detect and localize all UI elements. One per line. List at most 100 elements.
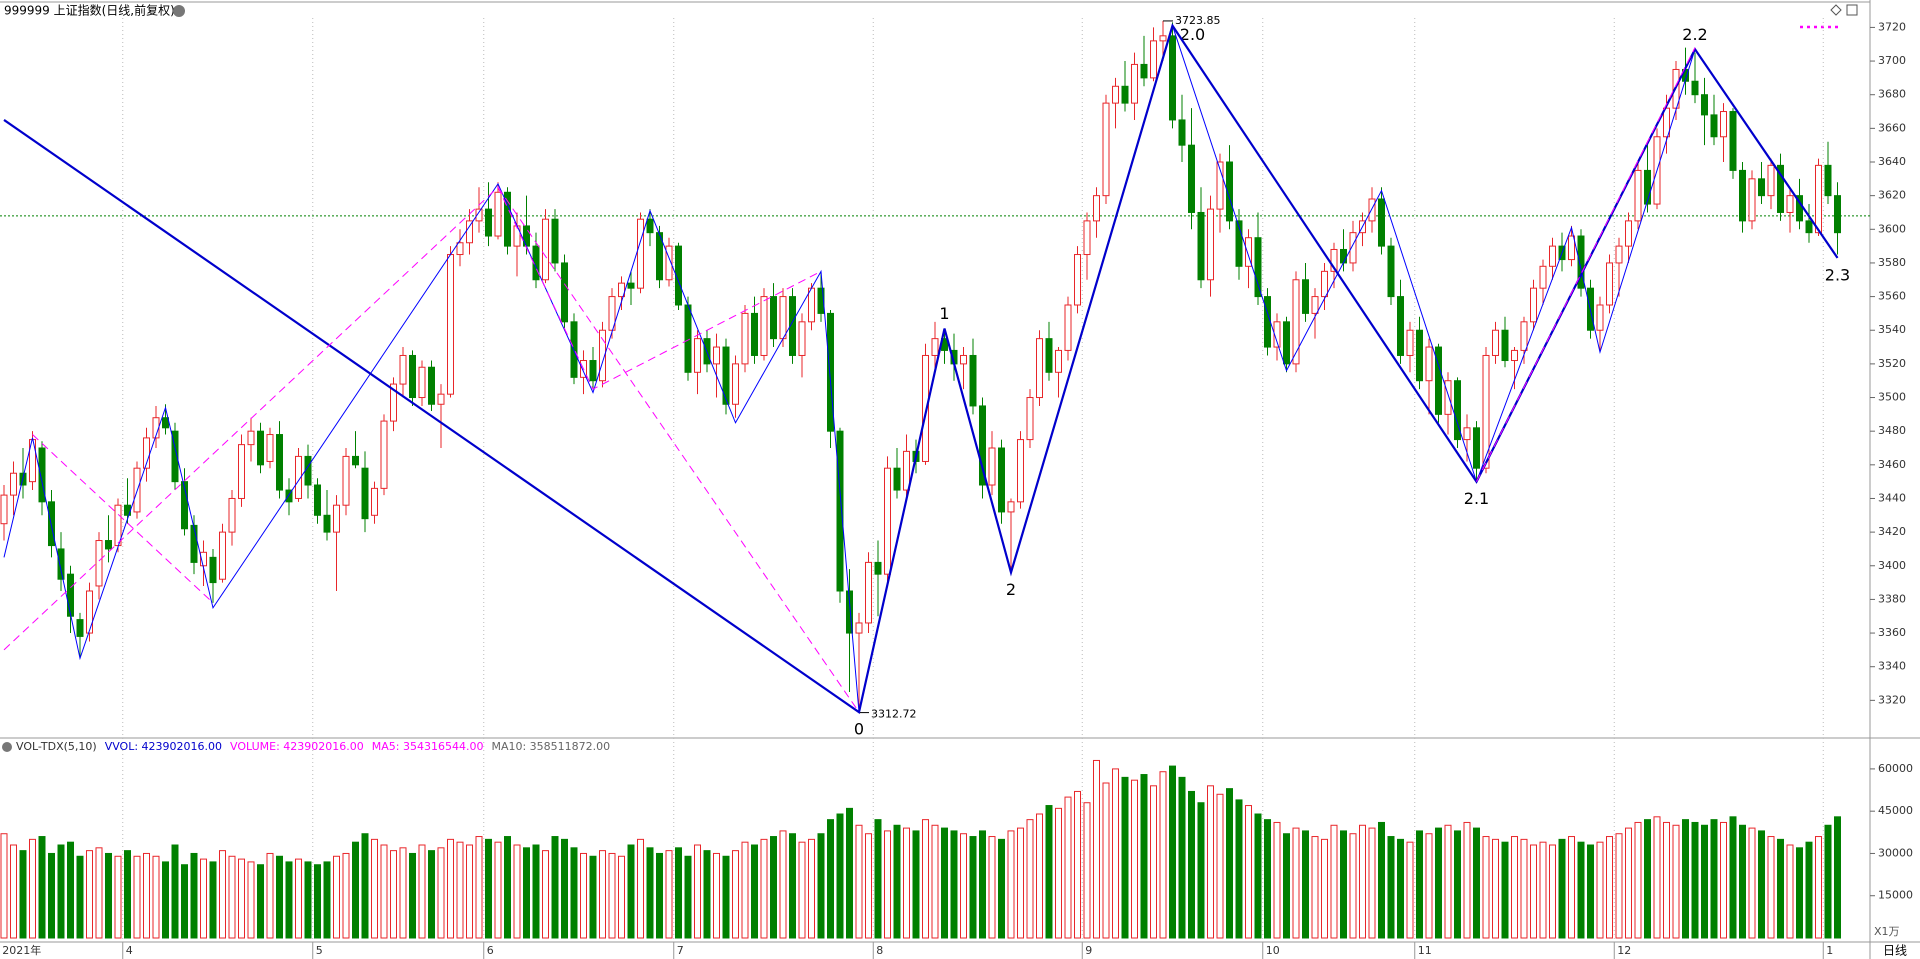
candle-body — [190, 524, 198, 563]
candle-body — [760, 296, 768, 356]
volume-bar — [1406, 841, 1414, 939]
candle-body — [1245, 237, 1252, 267]
candle-body — [1131, 63, 1138, 104]
volume-bar — [570, 847, 578, 939]
candle-body — [1159, 35, 1167, 42]
volume-bar — [314, 864, 321, 939]
volume-bar — [1672, 824, 1680, 939]
volume-bar — [409, 852, 416, 939]
volume-bar — [1378, 821, 1385, 939]
candle-body — [1520, 321, 1528, 351]
volume-bar — [1644, 819, 1651, 939]
candle-body — [447, 254, 454, 395]
volume-bar — [1701, 824, 1708, 939]
candle-body — [209, 556, 217, 584]
candle-body — [1283, 321, 1290, 365]
candle-body — [694, 338, 701, 373]
volume-bar — [1625, 827, 1632, 939]
candle-body — [38, 447, 46, 503]
volume-bar — [551, 836, 559, 939]
x-tick-label: 6 — [487, 944, 494, 957]
volume-bar — [1074, 790, 1081, 939]
candle-body — [1368, 198, 1376, 222]
volume-bar — [694, 844, 701, 939]
candle-body — [1511, 349, 1518, 362]
x-tick-label: 12 — [1617, 944, 1631, 957]
volume-bar — [1245, 805, 1252, 939]
volume-bar — [1102, 782, 1110, 939]
candle-body — [323, 514, 331, 533]
volume-bar — [713, 852, 720, 939]
candle-body — [257, 430, 264, 466]
candle-body — [1017, 439, 1024, 503]
x-tick-label: 10 — [1266, 944, 1280, 957]
volume-bar — [846, 807, 853, 939]
candle-body — [1482, 354, 1490, 469]
volume-bar — [1321, 838, 1328, 939]
candle-body — [504, 191, 511, 247]
volume-bar — [808, 838, 815, 939]
volume-bar — [29, 838, 36, 939]
volume-bar — [779, 830, 787, 939]
volume-bar — [1045, 805, 1053, 939]
candle-body — [1397, 296, 1404, 356]
volume-bar — [333, 855, 340, 939]
volume-bar — [1017, 827, 1024, 939]
candle-body — [1311, 296, 1319, 314]
volume-bar — [1520, 838, 1528, 939]
y-tick-label: 3540 — [1878, 323, 1906, 336]
volume-bar — [504, 836, 511, 939]
volume-bar — [323, 861, 331, 939]
candle-body — [1492, 329, 1499, 356]
volume-bar — [1330, 824, 1338, 939]
window-button[interactable] — [1846, 4, 1858, 16]
candle-body — [1767, 164, 1775, 197]
diamond-button[interactable] — [1830, 4, 1842, 16]
volume-bar — [124, 850, 131, 939]
wave-label: 2.1 — [1464, 489, 1489, 508]
y-tick-label: 3500 — [1878, 391, 1906, 404]
volume-bar — [1739, 824, 1746, 939]
volume-bar — [1368, 827, 1376, 939]
volume-bar — [1482, 836, 1490, 939]
candle-body — [751, 312, 758, 356]
candle-body — [399, 354, 407, 385]
candle-body — [409, 354, 416, 399]
indicator-button[interactable] — [2, 742, 12, 752]
volume-bar — [979, 830, 986, 939]
volume-bar — [1615, 833, 1623, 939]
candle-body — [238, 444, 245, 499]
candle-body — [637, 218, 644, 289]
volume-bar — [162, 861, 169, 939]
candle-body — [1406, 329, 1414, 356]
volume-bar — [86, 850, 93, 939]
dropdown-button[interactable] — [173, 5, 185, 17]
volume-bar — [922, 819, 929, 939]
candle-body — [1036, 338, 1043, 399]
wave-line — [1476, 47, 1696, 482]
volume-bar — [646, 847, 654, 939]
candle-body — [561, 262, 568, 323]
wave-label: 2.2 — [1682, 25, 1707, 44]
volume-bar — [1653, 816, 1661, 939]
candle-body — [1340, 248, 1347, 264]
candle-body — [1387, 245, 1395, 298]
candle-body — [713, 346, 720, 365]
volume-bar — [903, 827, 910, 939]
candle-body — [1378, 198, 1385, 247]
volume-bar — [276, 855, 283, 939]
volume-bar — [57, 844, 65, 939]
candle-body — [1083, 220, 1091, 256]
candle-body — [456, 242, 464, 256]
volume-bar — [342, 852, 350, 939]
candle-body — [513, 225, 521, 247]
volume-bar — [656, 852, 663, 939]
volume-bar — [1311, 836, 1319, 939]
candle-body — [0, 494, 8, 525]
candle-body — [1178, 119, 1186, 146]
period-label[interactable]: 日线 — [1883, 944, 1907, 958]
volume-bar — [941, 827, 948, 939]
volume-bar — [1036, 813, 1043, 939]
candle-body — [893, 467, 901, 491]
